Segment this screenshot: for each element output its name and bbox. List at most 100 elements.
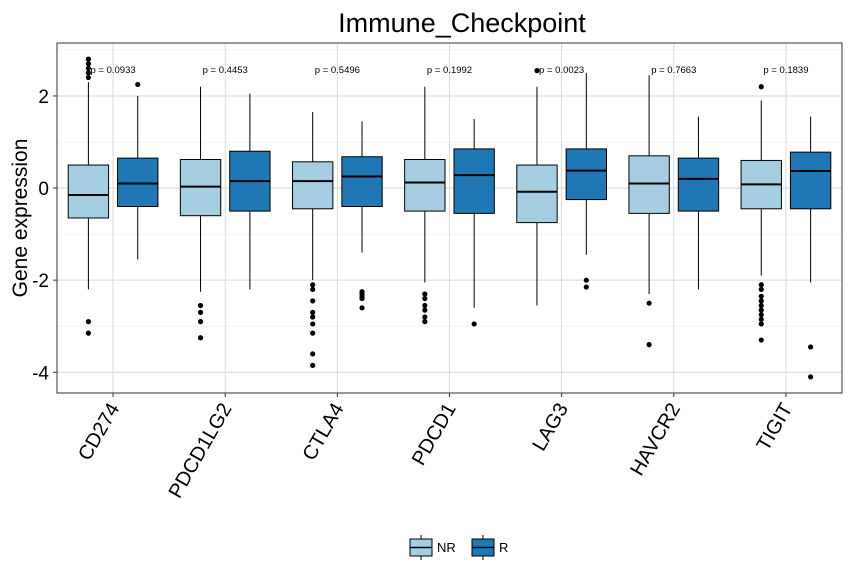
outlier-point: [422, 295, 428, 302]
outlier-point: [758, 312, 764, 318]
outlier-point: [310, 330, 316, 336]
x-tick-label: LAG3: [528, 400, 573, 455]
outlier-point: [758, 286, 764, 292]
box-r-lag3: [565, 72, 608, 290]
outlier-point: [422, 314, 428, 320]
x-tick-label: PDCD1LG2: [165, 400, 237, 502]
x-tick-label: PDCD1: [408, 400, 461, 470]
box-nr-ctla4: [292, 112, 334, 368]
legend-item-r: R: [471, 535, 508, 560]
outlier-point: [646, 300, 652, 306]
outlier-point: [197, 319, 204, 325]
box-iqr: [341, 156, 383, 207]
box-r-pdcd1lg2: [229, 93, 271, 290]
box-iqr: [292, 161, 334, 210]
p-value-label: p = 0.1839: [763, 65, 808, 76]
box-nr-lag3: [516, 68, 558, 306]
y-tick-label: -4: [32, 363, 49, 384]
y-tick-label: 0: [38, 179, 49, 200]
y-axis: -4 -2 0 2: [32, 87, 57, 384]
outlier-point: [471, 321, 477, 327]
outlier-point: [758, 307, 764, 313]
outlier-point: [310, 314, 316, 320]
box-iqr: [404, 159, 446, 212]
outlier-point: [758, 337, 764, 343]
outlier-point: [758, 321, 764, 327]
outlier-point: [85, 61, 91, 67]
outlier-point: [310, 286, 316, 292]
outlier-point: [310, 321, 316, 327]
y-tick-label: -2: [32, 271, 49, 292]
y-axis-label: Gene expression: [9, 139, 32, 298]
outlier-point: [422, 319, 428, 325]
outlier-point: [359, 305, 365, 311]
outlier-point: [310, 309, 316, 316]
plot-area: p = 0.0933 p = 0.4453 p = 0.5496 p = 0.1992…: [56, 42, 843, 394]
box-iqr: [789, 151, 832, 210]
outlier-point: [85, 319, 91, 325]
outlier-point: [85, 74, 91, 81]
p-value-label: p = 0.4453: [203, 65, 248, 76]
outlier-point: [808, 374, 814, 380]
x-axis: CD274 PDCD1LG2 CTLA4 PDCD1 LAG3 HAVCR2 TIGIT: [74, 393, 797, 502]
p-value-label: p = 0.0933: [90, 65, 135, 76]
p-value-label: p = 0.0023: [539, 65, 584, 76]
outlier-point: [85, 70, 91, 76]
outlier-point: [646, 342, 652, 348]
p-value-label: p = 0.5496: [315, 65, 360, 76]
outlier-point: [197, 309, 204, 316]
x-tick-label: CTLA4: [299, 400, 349, 465]
outlier-point: [534, 68, 540, 74]
legend-label: R: [499, 540, 508, 555]
outlier-point: [758, 84, 764, 90]
outlier-point: [310, 351, 316, 357]
box-r-havcr2: [677, 116, 720, 290]
box-r-ctla4: [341, 121, 383, 311]
box-iqr: [516, 164, 558, 224]
outlier-point: [758, 282, 764, 288]
outlier-point: [422, 307, 428, 313]
outlier-point: [758, 302, 764, 309]
x-tick-label: CD274: [74, 400, 124, 465]
outlier-point: [85, 65, 91, 71]
box-r-cd274: [117, 81, 159, 260]
box-iqr: [565, 148, 608, 201]
p-value-label: p = 0.1992: [427, 65, 472, 76]
x-tick-label: HAVCR2: [626, 400, 685, 480]
box-nr-havcr2: [628, 75, 670, 348]
legend-item-nr: NR: [409, 535, 456, 560]
box-nr-cd274: [67, 56, 110, 336]
outlier-point: [758, 293, 764, 299]
box-iqr: [628, 155, 670, 214]
outlier-point: [758, 316, 764, 322]
outlier-point: [422, 302, 428, 309]
outlier-point: [197, 335, 204, 341]
box-r-pdcd1: [453, 118, 495, 327]
outlier-point: [808, 344, 814, 350]
box-iqr: [677, 157, 720, 212]
chart-title: Immune_Checkpoint: [338, 8, 586, 38]
outlier-point: [583, 284, 589, 290]
outlier-point: [135, 81, 141, 88]
box-nr-tigit: [740, 84, 782, 343]
box-r-tigit: [789, 116, 832, 380]
outlier-point: [359, 295, 365, 302]
outlier-point: [422, 291, 428, 297]
p-value-label: p = 0.7663: [651, 65, 696, 76]
outlier-point: [85, 330, 91, 336]
legend-label: NR: [437, 540, 456, 555]
y-tick-label: 2: [38, 87, 49, 108]
outlier-point: [197, 302, 204, 309]
box-iqr: [453, 148, 495, 214]
box-nr-pdcd1lg2: [179, 86, 222, 341]
x-tick-label: TIGIT: [753, 400, 798, 455]
outlier-point: [310, 362, 316, 368]
outlier-point: [310, 282, 316, 288]
box-iqr: [67, 164, 110, 219]
outlier-point: [758, 298, 764, 304]
box-nr-pdcd1: [404, 86, 446, 325]
outlier-point: [583, 277, 589, 283]
outlier-point: [310, 298, 316, 304]
box-iqr: [117, 157, 159, 207]
